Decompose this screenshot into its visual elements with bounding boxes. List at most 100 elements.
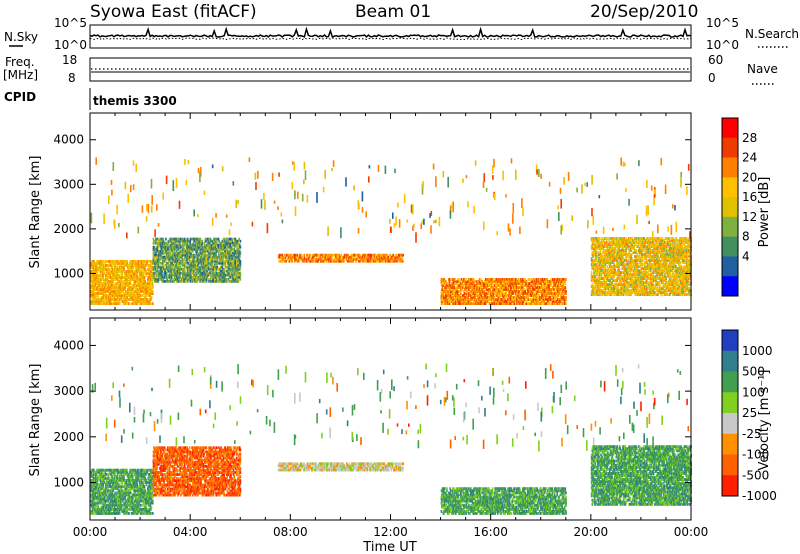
echo-cell xyxy=(112,272,115,275)
echo-cell xyxy=(128,294,130,297)
echo-cell xyxy=(162,277,165,281)
echo-cell xyxy=(94,264,96,267)
echo-cell xyxy=(177,259,179,263)
echo-cell xyxy=(118,262,120,265)
echo-cell xyxy=(131,286,133,289)
echo-cell xyxy=(182,261,184,265)
echo-cell xyxy=(138,290,140,293)
echo-cell xyxy=(115,272,117,275)
echo-cell xyxy=(152,290,154,293)
echo-cell xyxy=(157,265,160,269)
echo-cell xyxy=(113,268,116,271)
echo-cell xyxy=(175,257,178,261)
echo-cell xyxy=(135,288,137,291)
echo-cell xyxy=(130,274,133,277)
echo-cell xyxy=(108,288,111,291)
echo-cell xyxy=(154,249,157,253)
echo-cell xyxy=(98,280,100,283)
echo-cell xyxy=(168,251,170,255)
echo-cell xyxy=(90,302,93,305)
echo-cell xyxy=(121,294,123,297)
echo-cell xyxy=(116,264,119,267)
echo-cell xyxy=(164,251,167,255)
echo-cell xyxy=(109,284,111,287)
echo-cell xyxy=(158,241,161,245)
echo-cell xyxy=(132,260,135,263)
echo-cell xyxy=(152,255,155,259)
echo-cell xyxy=(150,274,152,277)
echo-cell xyxy=(132,266,135,269)
echo-cell xyxy=(108,262,111,265)
echo-cell xyxy=(169,245,172,249)
echo-cell xyxy=(116,272,119,275)
echo-cell xyxy=(121,288,123,291)
echo-cell xyxy=(146,260,148,263)
echo-cell xyxy=(454,278,456,281)
echo-cell xyxy=(131,264,133,267)
echo-cell xyxy=(154,267,157,271)
echo-cell xyxy=(96,298,99,301)
echo-cell xyxy=(149,282,152,285)
echo-cell xyxy=(143,286,146,289)
echo-cell xyxy=(165,265,168,269)
echo-cell xyxy=(105,278,107,281)
echo-cell xyxy=(170,277,173,281)
echo-cell xyxy=(157,245,160,249)
echo-cell xyxy=(111,262,113,265)
echo-cell xyxy=(98,262,100,265)
echo-cell xyxy=(95,278,98,281)
echo-cell xyxy=(185,253,187,257)
echo-cell xyxy=(106,300,109,303)
echo-cell xyxy=(167,247,170,251)
echo-cell xyxy=(152,265,155,269)
echo-cell xyxy=(103,302,105,305)
echo-cell xyxy=(180,255,182,259)
echo-cell xyxy=(93,296,96,299)
echo-cell xyxy=(162,237,165,241)
echo-cell xyxy=(163,259,166,263)
echo-cell xyxy=(98,274,100,277)
echo-cell xyxy=(101,290,104,293)
echo-cell xyxy=(168,249,171,253)
echo-cell xyxy=(145,288,148,291)
echo-cell xyxy=(175,243,178,247)
echo-cell xyxy=(149,280,152,283)
echo-cell xyxy=(134,260,136,263)
noise-left-bottom: 10^0 xyxy=(54,38,87,52)
echo-cell xyxy=(115,266,117,269)
echo-cell xyxy=(159,271,162,275)
echo-cell xyxy=(137,298,140,301)
echo-cell xyxy=(102,298,105,301)
echo-cell xyxy=(169,259,172,263)
echo-cell xyxy=(175,273,178,277)
echo-cell xyxy=(146,300,148,303)
echo-cell xyxy=(188,277,190,281)
echo-cell xyxy=(343,259,346,263)
echo-cell xyxy=(112,280,115,283)
echo-cell xyxy=(96,282,99,285)
echo-cell xyxy=(136,296,138,299)
echo-cell xyxy=(147,282,149,285)
echo-cell xyxy=(148,278,151,281)
echo-cell xyxy=(148,280,150,283)
echo-cell xyxy=(116,286,118,289)
echo-cell xyxy=(157,271,159,275)
echo-cell xyxy=(134,276,136,279)
echo-cell xyxy=(133,270,136,273)
echo-cell xyxy=(114,276,116,279)
echo-cell xyxy=(187,275,190,279)
echo-cell xyxy=(116,288,119,291)
echo-cell xyxy=(103,278,105,281)
echo-cell xyxy=(116,282,118,285)
echo-cell xyxy=(180,279,183,283)
echo-cell xyxy=(179,243,182,247)
echo-cell xyxy=(141,280,143,283)
echo-cell xyxy=(175,259,177,263)
echo-cell xyxy=(136,278,138,281)
echo-cell xyxy=(166,277,168,281)
echo-cell xyxy=(165,263,168,267)
echo-cell xyxy=(93,290,95,293)
echo-cell xyxy=(112,286,115,289)
echo-cell xyxy=(172,263,175,267)
